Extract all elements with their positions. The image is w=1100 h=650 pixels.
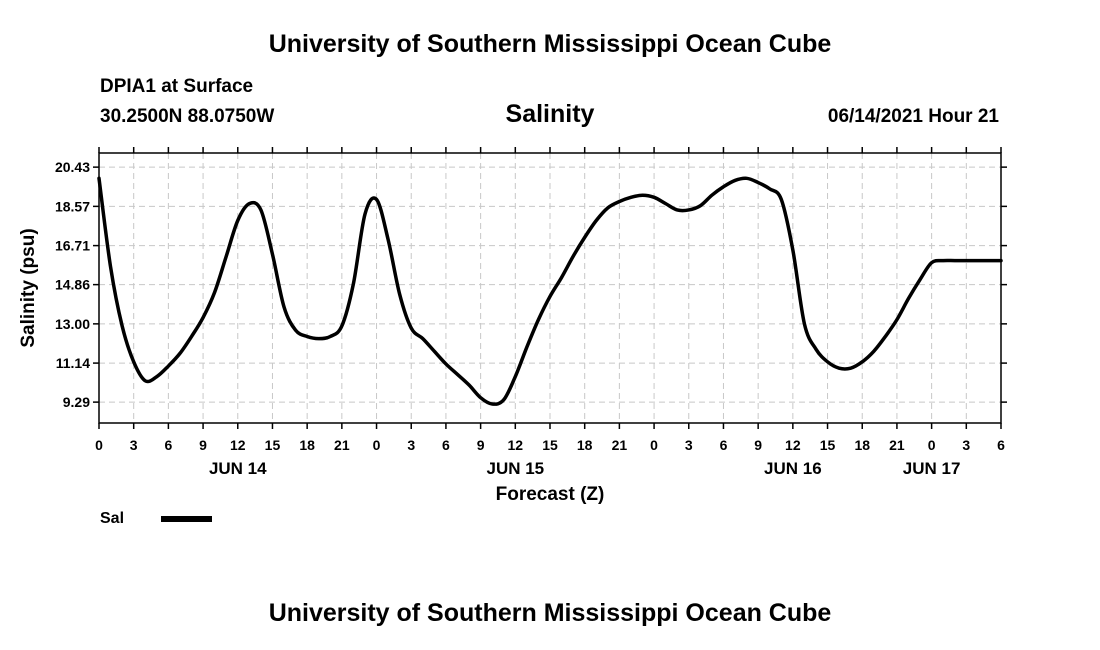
x-tick-label: 3 <box>407 437 415 453</box>
station-label: DPIA1 at Surface <box>100 76 254 97</box>
x-tick-label: 15 <box>265 437 281 453</box>
x-tick-label: 3 <box>130 437 138 453</box>
date-labels: JUN 14 JUN 15 JUN 16 JUN 17 <box>209 459 960 478</box>
station-coordinates: 30.2500N 88.0750W <box>100 106 275 127</box>
x-tick-label: 12 <box>785 437 801 453</box>
x-tick-label: 18 <box>299 437 315 453</box>
x-tick-label: 6 <box>997 437 1005 453</box>
series-line-sal <box>97 176 1003 406</box>
x-tick-label: 21 <box>334 437 350 453</box>
page-title: University of Southern Mississippi Ocean… <box>268 30 832 58</box>
x-tick-label: 21 <box>889 437 905 453</box>
x-tick-label: 15 <box>820 437 836 453</box>
date-label: JUN 14 <box>209 459 267 478</box>
x-tick-label: 9 <box>199 437 207 453</box>
date-label: JUN 15 <box>486 459 544 478</box>
y-axis: 20.43 18.57 16.71 14.86 13.00 11.14 9.29 <box>55 159 1007 410</box>
x-tick-label: 0 <box>95 437 103 453</box>
y-tick-label: 20.43 <box>55 159 90 175</box>
x-tick-label: 12 <box>230 437 246 453</box>
x-axis: 0 3 6 9 12 15 18 21 0 3 6 9 12 15 18 21 0 3 6 9 12 15 18 21 0 3 6 <box>95 147 1005 453</box>
legend-swatch <box>161 516 212 522</box>
x-tick-label: 21 <box>612 437 628 453</box>
y-axis-label: Salinity (psu) <box>18 228 39 347</box>
date-label: JUN 17 <box>903 459 961 478</box>
grid <box>99 153 1001 423</box>
x-tick-label: 12 <box>508 437 524 453</box>
x-tick-label: 0 <box>928 437 936 453</box>
forecast-timestamp: 06/14/2021 Hour 21 <box>827 106 999 127</box>
x-tick-label: 6 <box>720 437 728 453</box>
chart-title: Salinity <box>505 100 595 128</box>
x-tick-label: 18 <box>577 437 593 453</box>
x-tick-label: 9 <box>754 437 762 453</box>
x-tick-label: 0 <box>650 437 658 453</box>
x-tick-label: 3 <box>962 437 970 453</box>
x-tick-label: 18 <box>854 437 870 453</box>
footer-title: University of Southern Mississippi Ocean… <box>268 599 832 627</box>
x-tick-label: 3 <box>685 437 693 453</box>
x-tick-label: 9 <box>477 437 485 453</box>
y-tick-label: 11.14 <box>56 355 90 371</box>
x-tick-label: 6 <box>164 437 172 453</box>
x-tick-label: 6 <box>442 437 450 453</box>
legend-label: Sal <box>100 510 125 527</box>
x-tick-label: 15 <box>542 437 558 453</box>
y-tick-label: 9.29 <box>63 394 90 410</box>
y-tick-label: 18.57 <box>55 198 90 214</box>
y-tick-label: 13.00 <box>55 316 90 332</box>
y-tick-label: 16.71 <box>55 238 90 254</box>
y-tick-label: 14.86 <box>55 277 90 293</box>
x-axis-label: Forecast (Z) <box>496 484 605 505</box>
x-tick-label: 0 <box>373 437 381 453</box>
date-label: JUN 16 <box>764 459 822 478</box>
